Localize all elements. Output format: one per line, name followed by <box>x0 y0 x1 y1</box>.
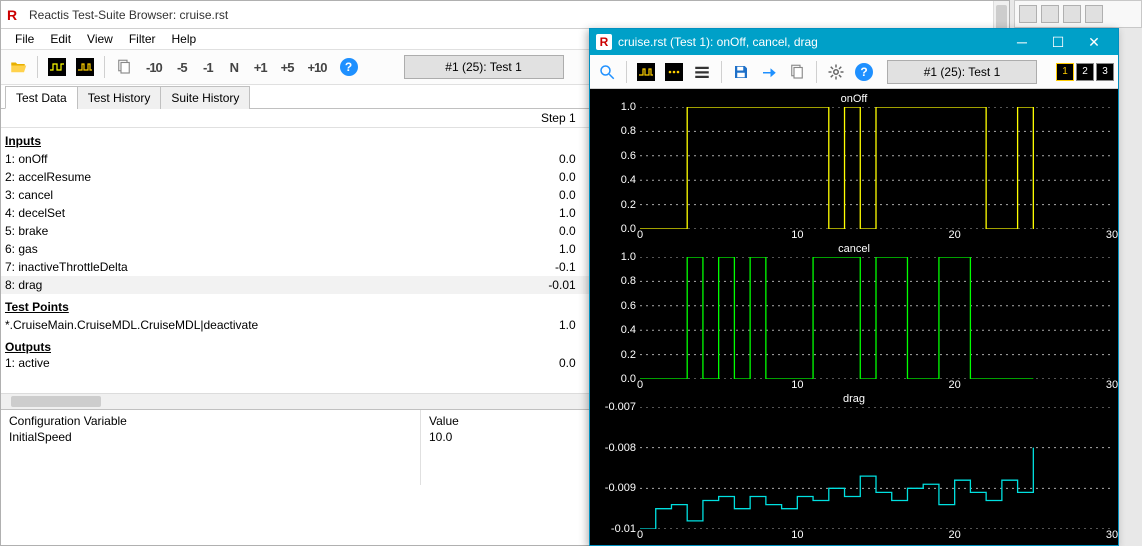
copy-icon[interactable] <box>111 54 137 80</box>
y-axis: 0.00.20.40.60.81.0 <box>596 257 640 379</box>
step-N[interactable]: N <box>221 54 247 80</box>
row-name: 3: cancel <box>1 186 453 204</box>
plot-title: cancel <box>596 243 1112 257</box>
plot-area: onOff0.00.20.40.60.81.00102030cancel0.00… <box>590 89 1118 545</box>
help-button[interactable]: ? <box>851 59 877 85</box>
row-name: 1: onOff <box>1 150 453 168</box>
copy-icon[interactable] <box>784 59 810 85</box>
row-name: 4: decelSet <box>1 204 453 222</box>
cell-value: 0.0 <box>453 186 584 204</box>
list-icon[interactable] <box>689 59 715 85</box>
tab-test-history[interactable]: Test History <box>77 86 162 109</box>
square-wave-icon[interactable] <box>44 54 70 80</box>
help-button[interactable]: ? <box>336 54 362 80</box>
cell-value: -0.1 <box>453 258 584 276</box>
minimize-button[interactable]: ─ <box>1004 31 1040 53</box>
tab-test-data[interactable]: Test Data <box>5 86 78 109</box>
column-header[interactable]: Step 1 <box>453 109 584 128</box>
plot-toolbar: ? #1 (25): Test 1 123 <box>590 55 1118 89</box>
y-axis: 0.00.20.40.60.81.0 <box>596 107 640 229</box>
app-logo-icon: R <box>596 34 612 50</box>
plot-titlebar[interactable]: R cruise.rst (Test 1): onOff, cancel, dr… <box>590 29 1118 55</box>
signal-plot-onOff: onOff0.00.20.40.60.81.00102030 <box>596 93 1112 243</box>
row-name: 2: accelResume <box>1 168 453 186</box>
cell-value: 1.0 <box>453 204 584 222</box>
signal-plot-window: R cruise.rst (Test 1): onOff, cancel, dr… <box>589 28 1119 546</box>
bg-icon <box>1063 5 1081 23</box>
plot-page-2[interactable]: 2 <box>1076 63 1094 81</box>
step-+10[interactable]: +10 <box>300 54 333 80</box>
cell-value: 0.0 <box>453 222 584 240</box>
plot-title: drag <box>596 393 1112 407</box>
plot-test-selector-label: #1 (25): Test 1 <box>924 65 1001 79</box>
test-selector-button[interactable]: #1 (25): Test 1 <box>404 55 564 79</box>
x-axis: 0102030 <box>640 529 1112 543</box>
test-selector-label: #1 (25): Test 1 <box>445 60 522 74</box>
row-name: 8: drag <box>1 276 453 294</box>
tab-suite-history[interactable]: Suite History <box>160 86 250 109</box>
row-name: 1: active <box>1 356 453 372</box>
menu-file[interactable]: File <box>7 30 42 48</box>
app-logo-icon: R <box>7 7 23 23</box>
dots-icon[interactable] <box>661 59 687 85</box>
x-axis: 0102030 <box>640 229 1112 243</box>
signal-plot-cancel: cancel0.00.20.40.60.81.00102030 <box>596 243 1112 393</box>
signal-plot-drag: drag-0.01-0.009-0.008-0.0070102030 <box>596 393 1112 543</box>
bg-icon <box>1085 5 1103 23</box>
menu-filter[interactable]: Filter <box>121 30 164 48</box>
plot-canvas[interactable] <box>640 407 1112 529</box>
cell-value: 1.0 <box>453 240 584 258</box>
maximize-button[interactable]: ☐ <box>1040 31 1076 53</box>
help-icon: ? <box>340 58 358 76</box>
zoom-icon[interactable] <box>594 59 620 85</box>
row-name: 5: brake <box>1 222 453 240</box>
pulse-wave-icon[interactable] <box>633 59 659 85</box>
plot-title: onOff <box>596 93 1112 107</box>
bg-icon <box>1041 5 1059 23</box>
plot-test-selector-button[interactable]: #1 (25): Test 1 <box>887 60 1037 84</box>
menu-help[interactable]: Help <box>164 30 205 48</box>
x-axis: 0102030 <box>640 379 1112 393</box>
cell-value: 1.0 <box>453 316 584 334</box>
cell-value: 0.0 <box>453 150 584 168</box>
step--10[interactable]: -10 <box>139 54 169 80</box>
config-header-variable: Configuration Variable <box>9 414 412 428</box>
row-name: 7: inactiveThrottleDelta <box>1 258 453 276</box>
plot-canvas[interactable] <box>640 107 1112 229</box>
config-variable-name: InitialSpeed <box>9 430 412 444</box>
row-name: 6: gas <box>1 240 453 258</box>
row-name: *.CruiseMain.CruiseMDL.CruiseMDL|deactiv… <box>1 316 453 334</box>
cell-value: -0.01 <box>453 276 584 294</box>
menu-edit[interactable]: Edit <box>42 30 79 48</box>
window-title: Reactis Test-Suite Browser: cruise.rst <box>29 8 228 22</box>
step-+5[interactable]: +5 <box>274 54 301 80</box>
plot-page-3[interactable]: 3 <box>1096 63 1114 81</box>
export-icon[interactable] <box>756 59 782 85</box>
plot-page-1[interactable]: 1 <box>1056 63 1074 81</box>
step-+1[interactable]: +1 <box>247 54 274 80</box>
menu-view[interactable]: View <box>79 30 121 48</box>
step--5[interactable]: -5 <box>169 54 195 80</box>
y-axis: -0.01-0.009-0.008-0.007 <box>596 407 640 529</box>
titlebar[interactable]: R Reactis Test-Suite Browser: cruise.rst <box>1 1 1009 29</box>
close-button[interactable]: ✕ <box>1076 31 1112 53</box>
pulse-wave-icon[interactable] <box>72 54 98 80</box>
plot-window-title: cruise.rst (Test 1): onOff, cancel, drag <box>618 35 1004 49</box>
save-icon[interactable] <box>728 59 754 85</box>
help-icon: ? <box>855 63 873 81</box>
cell-value: 0.0 <box>453 356 584 372</box>
cell-value: 0.0 <box>453 168 584 186</box>
step--1[interactable]: -1 <box>195 54 221 80</box>
settings-icon[interactable] <box>823 59 849 85</box>
open-file-icon[interactable] <box>5 54 31 80</box>
bg-icon <box>1019 5 1037 23</box>
background-tool-strip <box>1014 0 1142 28</box>
plot-canvas[interactable] <box>640 257 1112 379</box>
